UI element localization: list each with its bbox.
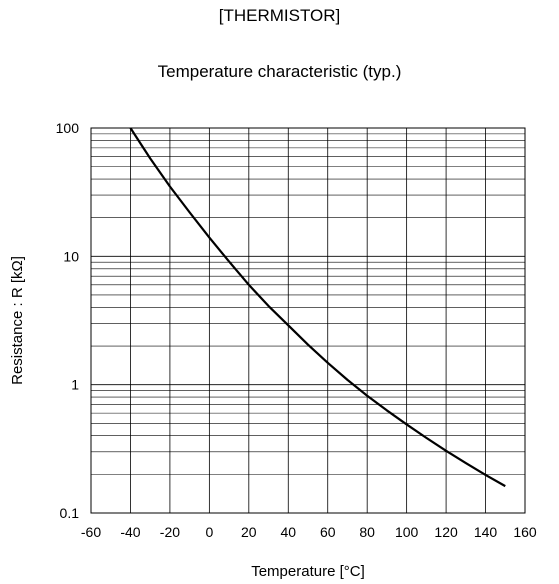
- x-tick-label: 0: [205, 524, 213, 540]
- y-axis-label: Resistance : R [kΩ]: [9, 256, 26, 385]
- x-tick-label: 160: [513, 524, 537, 540]
- x-tick-label: -60: [81, 524, 101, 540]
- x-tick-labels: -60 -40 -20 0 20 40 60 80 100 120 140 160: [81, 524, 537, 540]
- x-tick-label: 140: [474, 524, 498, 540]
- page-title: [THERMISTOR]: [218, 6, 341, 25]
- x-tick-label: -40: [120, 524, 140, 540]
- y-tick-label: 1: [71, 377, 79, 393]
- chart-subtitle: Temperature characteristic (typ.): [157, 62, 402, 81]
- y-tick-label: 100: [56, 120, 80, 136]
- x-axis-label: Temperature [°C]: [251, 563, 365, 580]
- x-tick-label: 100: [395, 524, 419, 540]
- x-tick-label: 20: [241, 524, 257, 540]
- resistance-curve: [129, 127, 506, 488]
- grid-lines: [90, 128, 526, 514]
- x-tick-label: 80: [359, 524, 375, 540]
- x-tick-label: 40: [280, 524, 296, 540]
- x-tick-label: -20: [160, 524, 180, 540]
- plot-frame: [90, 127, 526, 514]
- y-tick-labels: 0.1 1 10 100: [56, 120, 80, 521]
- x-tick-label: 120: [434, 524, 458, 540]
- x-tick-label: 60: [320, 524, 336, 540]
- y-tick-label: 10: [63, 248, 79, 264]
- y-tick-label: 0.1: [60, 505, 80, 521]
